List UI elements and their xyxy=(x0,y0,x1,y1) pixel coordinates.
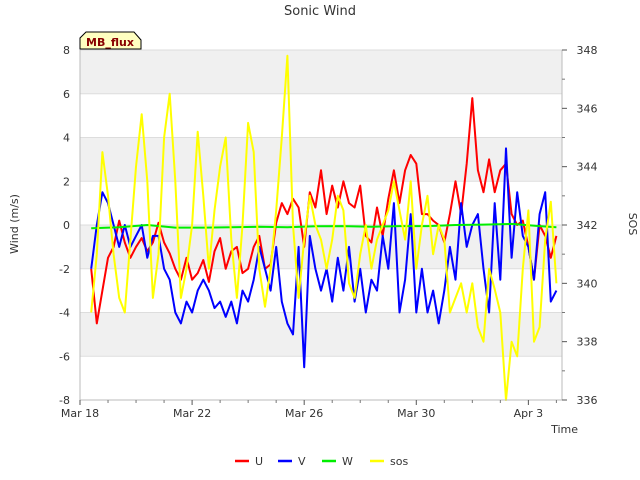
x-tick-label: Mar 30 xyxy=(397,407,435,420)
x-tick-label: Mar 18 xyxy=(61,407,99,420)
mb-flux-badge: MB_flux xyxy=(79,31,142,50)
y-tick-label: 8 xyxy=(63,44,70,57)
y-tick-label: 4 xyxy=(63,132,70,145)
legend-label-u: U xyxy=(255,455,263,468)
series-line-u xyxy=(90,97,558,325)
y2-axis-label: SOS xyxy=(626,213,639,236)
x-tick-label: Mar 26 xyxy=(285,407,323,420)
y2-tick-label: 336 xyxy=(577,394,598,407)
y2-tick-label: 346 xyxy=(577,102,598,115)
x-tick-label: Mar 22 xyxy=(173,407,211,420)
y-tick-label: -2 xyxy=(59,263,70,276)
y2-tick-label: 340 xyxy=(577,277,598,290)
band-1 xyxy=(80,312,562,357)
series-line-sos xyxy=(90,54,558,401)
series-line-v xyxy=(90,147,558,369)
y-tick-label: -4 xyxy=(59,307,70,320)
y-tick-label: -6 xyxy=(59,350,70,363)
axes: -8 -6 -4 -2 0 2 4 6 8 336 338 340 342 344 346 348 Mar 18… xyxy=(59,44,597,420)
legend-label-w: W xyxy=(342,455,353,468)
y-tick-label: 6 xyxy=(63,88,70,101)
series-line-w xyxy=(91,222,557,230)
y-tick-label: 2 xyxy=(63,175,70,188)
series-layer xyxy=(90,54,558,401)
band-7 xyxy=(80,50,562,94)
gridlines xyxy=(80,49,562,401)
y-tick-label: 0 xyxy=(63,219,70,232)
y-tick-label: -8 xyxy=(59,394,70,407)
x-axis-label: Time xyxy=(550,423,578,436)
band-3 xyxy=(80,225,562,269)
chart-title: Sonic Wind xyxy=(284,4,356,19)
x-tick-label: Apr 3 xyxy=(514,407,544,420)
badge-label: MB_flux xyxy=(86,36,134,49)
legend-label-sos: sos xyxy=(390,455,408,468)
y2-tick-label: 344 xyxy=(577,161,598,174)
y2-tick-label: 338 xyxy=(577,336,598,349)
y-axis-label: Wind (m/s) xyxy=(8,194,21,254)
y2-tick-label: 342 xyxy=(577,219,598,232)
legend-label-v: V xyxy=(298,455,306,468)
y2-tick-label: 348 xyxy=(577,44,598,57)
